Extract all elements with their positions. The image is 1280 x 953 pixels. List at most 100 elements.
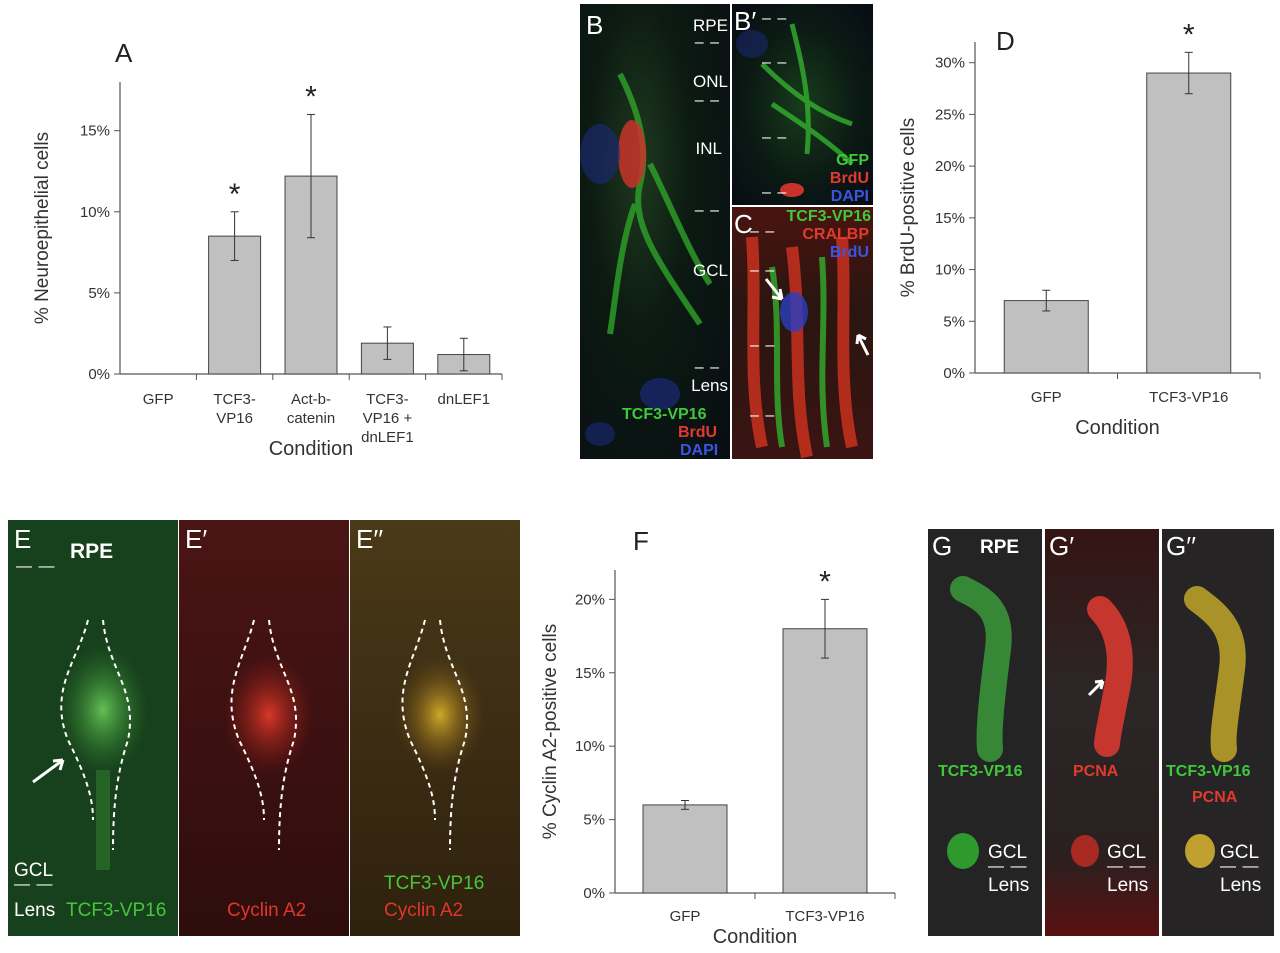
x-tick-label: dnLEF1 [361, 429, 414, 446]
x-tick-label: GFP [143, 391, 174, 408]
layer-divider: — — [14, 876, 54, 893]
panel-label-f: F [633, 526, 649, 556]
y-axis-label: % Neuroepithelial cells [32, 132, 53, 324]
layer-divider: — — [1220, 858, 1260, 875]
x-tick-label: GFP [1031, 389, 1062, 406]
layer-onl: ONL [693, 72, 728, 91]
significance-star: * [1183, 18, 1195, 51]
layer-divider: — — [16, 558, 56, 575]
x-tick-label: dnLEF1 [438, 391, 491, 408]
panel-label-b: B [586, 10, 604, 40]
layer-divider: — — [1107, 858, 1147, 875]
panel-label-e-prime: E′ [185, 524, 208, 554]
x-axis-label: Condition [269, 438, 354, 460]
y-axis-label: % BrdU-positive cells [898, 118, 919, 298]
cell-staining-b-prime [736, 23, 854, 197]
layer-lens: Lens [691, 376, 728, 395]
bar [284, 175, 338, 375]
channel-label-red: BrdU [678, 424, 718, 441]
x-axis-label: Condition [713, 926, 798, 948]
y-tick-label: 5% [583, 812, 605, 829]
x-tick-label: TCF3- [213, 391, 256, 408]
bar [642, 804, 728, 894]
x-tick-label: TCF3-VP16 [785, 908, 864, 925]
channel-label-red: Cyclin A2 [384, 900, 464, 921]
y-tick-label: 0% [88, 366, 110, 383]
x-tick-label: GFP [670, 908, 701, 925]
layer-divider: – – [762, 129, 788, 146]
layer-lens: Lens [988, 875, 1030, 896]
channel-label-blue: DAPI [830, 188, 869, 205]
layer-gcl: GCL [693, 261, 728, 280]
layer-divider: – – [750, 407, 776, 424]
channel-label-green: TCF3-VP16 [1166, 763, 1251, 780]
cell-staining-g-prime [1071, 596, 1133, 867]
channel-label-blue: DAPI [680, 442, 719, 459]
arrow-icon [1087, 679, 1105, 697]
channel-label-red: Cyclin A2 [227, 900, 307, 921]
x-tick-label: Act-b- [291, 391, 331, 408]
cell-staining-g [947, 576, 1012, 869]
micrograph-c: C – – – – – – – – TCF3-VP16 CRALBP BrdU [732, 207, 873, 459]
layer-divider: – – [694, 359, 720, 376]
y-tick-label: 20% [575, 591, 605, 608]
bar [1146, 72, 1232, 374]
y-tick-label: 10% [575, 738, 605, 755]
panel-label-c: C [734, 209, 753, 239]
layer-gcl: GCL [1107, 842, 1147, 863]
layer-inl: INL [695, 139, 722, 158]
bar [782, 628, 868, 894]
cell-staining-g-double-prime [1184, 586, 1246, 868]
layer-lens: Lens [14, 900, 56, 921]
y-tick-label: 15% [575, 665, 605, 682]
channel-label-red: PCNA [1192, 789, 1238, 806]
channel-label-red: CRALBP [802, 226, 869, 243]
channel-label-green: TCF3-VP16 [384, 873, 485, 894]
significance-star: * [305, 80, 317, 113]
chart-f: F 0% 5% 10% 15% 20% % Cyclin A2-positive cell… [540, 526, 896, 948]
panel-label-a: A [115, 38, 133, 68]
micrograph-g-prime: G′ PCNA GCL — — Lens [1045, 529, 1159, 936]
cell-staining-e-prime [224, 619, 314, 851]
y-axis-label: % Cyclin A2-positive cells [540, 624, 561, 839]
y-tick-label: 15% [80, 123, 110, 140]
layer-divider: – – [762, 10, 788, 27]
arrow-icon [764, 278, 784, 301]
layer-rpe: RPE [693, 16, 728, 35]
arrow-icon [855, 333, 870, 356]
panel-label-g: G [932, 531, 953, 561]
layer-rpe: RPE [980, 537, 1020, 558]
arrow-icons [764, 278, 870, 356]
layer-rpe: RPE [70, 540, 114, 563]
x-tick-label: VP16 + [363, 410, 413, 427]
panel-label-d: D [996, 26, 1015, 56]
channel-label-green: TCF3-VP16 [786, 208, 871, 225]
y-tick-label: 5% [943, 313, 965, 330]
y-tick-label: 0% [583, 885, 605, 902]
channel-label-green: TCF3-VP16 [622, 406, 707, 423]
cell-staining-e-double-prime [395, 619, 485, 851]
x-tick-label: VP16 [216, 410, 253, 427]
channel-label-red: PCNA [1073, 763, 1119, 780]
y-tick-label: 5% [88, 285, 110, 302]
cell-staining-b [580, 72, 713, 446]
micrograph-e-prime: E′ Cyclin A2 [179, 520, 349, 936]
layer-divider: – – [750, 337, 776, 354]
layer-lens: Lens [1220, 875, 1262, 896]
channel-label-blue: BrdU [829, 244, 869, 261]
channel-label-green: GFP [836, 152, 869, 169]
layer-gcl: GCL [1220, 842, 1260, 863]
layer-divider: — — [988, 858, 1028, 875]
y-tick-label: 20% [935, 158, 965, 175]
layer-divider: – – [694, 92, 720, 109]
y-tick-label: 30% [935, 55, 965, 72]
layer-divider: – – [694, 34, 720, 51]
layer-divider: – – [762, 184, 788, 201]
channel-label-green: TCF3-VP16 [66, 900, 167, 921]
layer-divider: – – [762, 54, 788, 71]
panel-label-e: E [14, 524, 32, 554]
chart-d: D 0% 5% 10% 15% 20% 25% 30% % BrdU-positive cel… [898, 18, 1261, 439]
micrograph-g-double-prime: G′′ TCF3-VP16 PCNA GCL — — Lens [1162, 529, 1274, 936]
x-tick-label: TCF3- [366, 391, 409, 408]
